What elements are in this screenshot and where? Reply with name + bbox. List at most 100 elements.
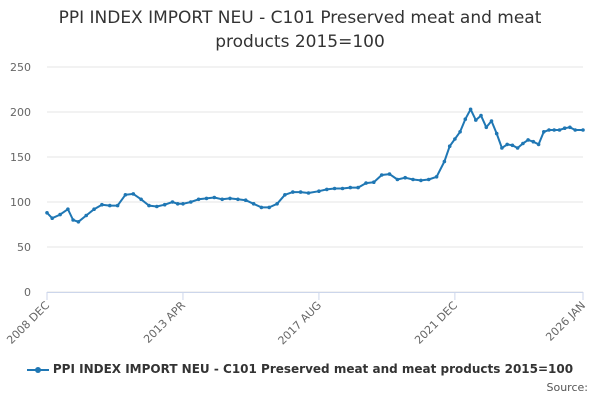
data-point[interactable] bbox=[189, 200, 193, 204]
data-point[interactable] bbox=[468, 107, 473, 112]
data-point[interactable] bbox=[275, 202, 279, 206]
data-point[interactable] bbox=[474, 118, 478, 122]
data-point[interactable] bbox=[536, 142, 541, 147]
data-point[interactable] bbox=[463, 117, 468, 121]
data-point[interactable] bbox=[291, 190, 295, 194]
data-point[interactable] bbox=[547, 128, 551, 132]
series-line[interactable] bbox=[46, 108, 583, 223]
data-point[interactable] bbox=[147, 203, 151, 208]
data-point[interactable] bbox=[542, 130, 546, 134]
plot-area bbox=[45, 107, 585, 224]
data-point[interactable] bbox=[505, 142, 510, 147]
data-point[interactable] bbox=[515, 146, 520, 150]
data-point[interactable] bbox=[204, 196, 209, 201]
data-point[interactable] bbox=[212, 195, 217, 200]
data-point[interactable] bbox=[317, 189, 321, 193]
x-tick-label: 2017 AUG bbox=[276, 299, 325, 348]
data-point[interactable] bbox=[58, 212, 62, 217]
data-point[interactable] bbox=[340, 186, 345, 191]
data-point[interactable] bbox=[50, 216, 54, 220]
data-point[interactable] bbox=[521, 141, 525, 146]
credits[interactable]: Source: bbox=[546, 381, 589, 394]
x-axis: 2008 DEC 2013 APR 2017 AUG 2021 DEC 2026 JAN bbox=[4, 292, 588, 347]
data-point[interactable] bbox=[162, 202, 167, 207]
data-point[interactable] bbox=[220, 197, 224, 202]
y-tick-label: 100 bbox=[10, 196, 31, 209]
data-point[interactable] bbox=[411, 177, 415, 182]
data-point[interactable] bbox=[458, 130, 462, 134]
grid-lines bbox=[47, 66, 583, 293]
data-point[interactable] bbox=[196, 197, 201, 202]
y-tick-label: 0 bbox=[24, 286, 31, 299]
data-point[interactable] bbox=[71, 218, 75, 222]
data-point[interactable] bbox=[526, 138, 530, 142]
data-point[interactable] bbox=[76, 220, 81, 224]
data-point[interactable] bbox=[419, 178, 423, 183]
data-point[interactable] bbox=[131, 192, 136, 196]
legend[interactable]: PPI INDEX IMPORT NEU - C101 Preserved me… bbox=[0, 362, 600, 376]
data-point[interactable] bbox=[552, 128, 556, 132]
data-point[interactable] bbox=[364, 181, 368, 185]
legend-swatch-icon bbox=[26, 364, 49, 376]
data-point[interactable] bbox=[379, 173, 384, 177]
data-point[interactable] bbox=[92, 207, 96, 211]
data-point[interactable] bbox=[489, 119, 494, 123]
data-point[interactable] bbox=[484, 125, 489, 130]
data-point[interactable] bbox=[403, 175, 408, 180]
data-point[interactable] bbox=[267, 205, 272, 210]
chart-title-line-2: products 2015=100 bbox=[215, 32, 385, 52]
data-point[interactable] bbox=[479, 113, 483, 118]
data-point[interactable] bbox=[283, 193, 287, 197]
data-point[interactable] bbox=[387, 172, 392, 176]
data-point[interactable] bbox=[557, 128, 562, 132]
data-point[interactable] bbox=[66, 207, 70, 211]
data-point[interactable] bbox=[84, 213, 88, 218]
data-point[interactable] bbox=[426, 177, 431, 182]
data-point[interactable] bbox=[108, 203, 112, 208]
y-axis: 0 50 100 150 200 250 bbox=[10, 61, 31, 299]
data-point[interactable] bbox=[372, 180, 376, 184]
data-point[interactable] bbox=[453, 137, 457, 141]
data-point[interactable] bbox=[395, 177, 400, 182]
data-point[interactable] bbox=[494, 131, 499, 136]
x-tick-label: 2008 DEC bbox=[4, 299, 52, 347]
data-point[interactable] bbox=[123, 193, 128, 197]
data-point[interactable] bbox=[45, 211, 49, 215]
data-point[interactable] bbox=[348, 185, 353, 190]
data-point[interactable] bbox=[581, 128, 585, 132]
data-point[interactable] bbox=[236, 197, 240, 202]
data-point[interactable] bbox=[568, 125, 572, 130]
data-point[interactable] bbox=[500, 146, 504, 150]
data-point[interactable] bbox=[100, 202, 104, 207]
data-point[interactable] bbox=[298, 190, 303, 194]
chart-title-line-1: PPI INDEX IMPORT NEU - C101 Preserved me… bbox=[58, 8, 542, 28]
data-point[interactable] bbox=[251, 202, 256, 206]
x-tick-label: 2026 JAN bbox=[543, 299, 588, 344]
chart-title: PPI INDEX IMPORT NEU - C101 Preserved me… bbox=[0, 6, 600, 54]
data-point[interactable] bbox=[228, 196, 232, 201]
y-tick-label: 150 bbox=[10, 151, 31, 164]
data-point[interactable] bbox=[510, 143, 515, 148]
data-point[interactable] bbox=[259, 205, 264, 210]
data-point[interactable] bbox=[442, 159, 447, 164]
data-point[interactable] bbox=[155, 204, 159, 209]
data-point[interactable] bbox=[243, 198, 248, 202]
data-point[interactable] bbox=[175, 202, 180, 206]
data-point[interactable] bbox=[306, 191, 311, 195]
data-point[interactable] bbox=[531, 139, 536, 144]
y-tick-label: 250 bbox=[10, 61, 31, 74]
data-point[interactable] bbox=[332, 186, 337, 191]
x-tick-label: 2013 APR bbox=[141, 299, 188, 346]
data-point[interactable] bbox=[115, 203, 120, 208]
y-tick-label: 50 bbox=[17, 241, 31, 254]
data-point[interactable] bbox=[356, 185, 360, 190]
data-point[interactable] bbox=[325, 187, 329, 192]
data-point[interactable] bbox=[139, 197, 143, 202]
data-point[interactable] bbox=[434, 175, 439, 179]
data-point[interactable] bbox=[447, 144, 452, 148]
data-point[interactable] bbox=[170, 200, 175, 204]
data-point[interactable] bbox=[181, 202, 185, 206]
data-point[interactable] bbox=[573, 128, 577, 132]
data-point[interactable] bbox=[562, 126, 567, 130]
